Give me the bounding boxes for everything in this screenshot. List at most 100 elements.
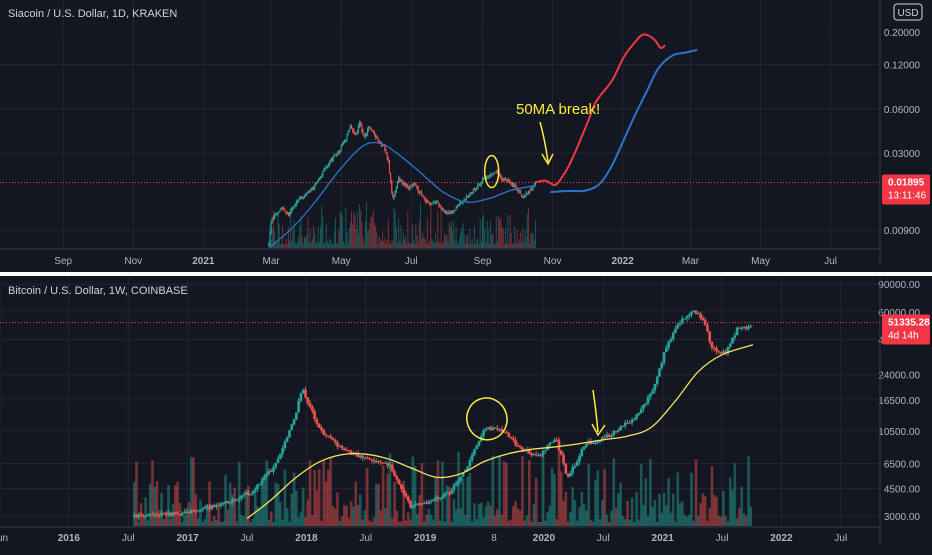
volume-bar bbox=[318, 242, 320, 248]
volume-bar bbox=[480, 502, 483, 526]
price-tick-label: 0.03000 bbox=[884, 149, 921, 160]
candle-body bbox=[433, 202, 435, 204]
volume-bar bbox=[450, 221, 452, 248]
volume-bar bbox=[375, 225, 377, 248]
volume-bar bbox=[332, 243, 334, 248]
volume-bar bbox=[365, 202, 367, 248]
volume-bar bbox=[304, 517, 307, 526]
candle-body bbox=[505, 432, 508, 434]
bitcoin-price-axis[interactable]: 90000.0060000.0040000.0024000.0016500.00… bbox=[878, 277, 930, 544]
candle-body bbox=[522, 196, 524, 198]
siacoin-candles bbox=[268, 120, 536, 247]
volume-bar bbox=[400, 225, 402, 248]
volume-bar bbox=[658, 493, 661, 526]
time-tick-label: Nov bbox=[544, 256, 562, 267]
candle-body bbox=[272, 467, 275, 472]
volume-bar bbox=[427, 508, 431, 526]
candle-body bbox=[487, 177, 489, 179]
volume-bar bbox=[263, 481, 266, 526]
volume-bar bbox=[662, 492, 666, 526]
candle-body bbox=[269, 470, 273, 472]
last-price-label: 0.01895 bbox=[888, 178, 925, 189]
candle-body bbox=[715, 348, 718, 352]
candle-body bbox=[330, 158, 332, 163]
volume-bar bbox=[442, 242, 444, 248]
volume-bar bbox=[492, 233, 494, 248]
volume-bar bbox=[336, 492, 339, 526]
candle-body bbox=[687, 314, 691, 317]
candle-body bbox=[317, 180, 319, 183]
volume-bar bbox=[491, 234, 493, 248]
candle-body bbox=[297, 400, 300, 413]
candle-body bbox=[395, 187, 397, 191]
candle-body bbox=[532, 186, 534, 189]
candle-body bbox=[749, 325, 753, 327]
volume-bar bbox=[465, 236, 467, 248]
annotation-arrow-head bbox=[541, 153, 554, 166]
candle-body bbox=[355, 133, 357, 135]
siacoin-price-axis[interactable]: 0.20000 0.12000 0.06000 0.03000 0.00900 0.018… bbox=[879, 0, 930, 266]
siacoin-time-axis[interactable]: Sep Nov 2021 Mar May Jul Sep Nov 2022 Mar May Jul bbox=[0, 248, 880, 267]
volume-bar bbox=[446, 234, 448, 248]
volume-bar bbox=[436, 243, 438, 248]
volume-bar bbox=[523, 520, 527, 526]
volume-bar bbox=[393, 482, 396, 526]
candle-body bbox=[459, 476, 463, 481]
candle-body bbox=[701, 317, 705, 320]
volume-bar bbox=[402, 232, 404, 248]
volume-bar bbox=[510, 233, 512, 248]
time-tick-label: Sep bbox=[474, 256, 492, 267]
candle-body bbox=[364, 134, 366, 137]
volume-bar bbox=[478, 243, 480, 248]
candle-body bbox=[418, 191, 420, 193]
candle-body bbox=[662, 352, 666, 363]
volume-bar bbox=[272, 521, 275, 526]
volume-bar bbox=[506, 242, 508, 248]
candle-body bbox=[329, 162, 331, 165]
candle-body bbox=[303, 195, 305, 198]
candle-body bbox=[476, 187, 478, 191]
candle-body bbox=[315, 182, 317, 186]
volume-bar bbox=[360, 210, 362, 248]
volume-bar bbox=[566, 521, 570, 526]
candle-body bbox=[208, 506, 211, 510]
candle-body bbox=[411, 185, 413, 187]
candle-body bbox=[443, 493, 447, 497]
volume-bar bbox=[439, 242, 441, 248]
candle-body bbox=[493, 172, 495, 175]
volume-bar bbox=[432, 519, 435, 526]
volume-bar bbox=[381, 464, 385, 526]
candle-body bbox=[519, 191, 521, 194]
volume-bar bbox=[484, 506, 488, 526]
volume-bar bbox=[562, 500, 565, 526]
volume-bar bbox=[452, 498, 456, 526]
volume-bar bbox=[605, 514, 609, 526]
time-tick-label: 2020 bbox=[533, 533, 556, 544]
candle-body bbox=[499, 174, 501, 176]
volume-bar bbox=[148, 483, 152, 526]
candle-body bbox=[477, 184, 479, 188]
candle-body bbox=[635, 414, 638, 419]
candle-body bbox=[495, 170, 497, 173]
candle-body bbox=[644, 403, 648, 405]
candle-body bbox=[521, 447, 524, 451]
bitcoin-time-axis[interactable]: Jun 2016 Jul 2017 Jul 2018 Jul 2019 8 2020 Jul 2021… bbox=[0, 526, 880, 544]
volume-bar bbox=[461, 228, 463, 248]
candle-body bbox=[437, 201, 439, 203]
pane-separator[interactable] bbox=[0, 272, 932, 276]
volume-bar bbox=[448, 222, 450, 248]
time-tick-label: Jul bbox=[359, 533, 372, 544]
candle-body bbox=[247, 492, 250, 496]
candle-body bbox=[532, 454, 536, 456]
candle-body bbox=[276, 458, 280, 463]
currency-badge[interactable] bbox=[893, 3, 923, 21]
annotation-text: 50MA break! bbox=[516, 101, 600, 118]
candle-body bbox=[524, 195, 526, 197]
candle-body bbox=[268, 243, 270, 245]
candle-body bbox=[196, 510, 200, 512]
volume-bar bbox=[376, 231, 378, 248]
candle-body bbox=[256, 484, 259, 490]
volume-bar bbox=[476, 240, 478, 248]
volume-bar bbox=[585, 510, 588, 526]
candle-body bbox=[292, 419, 296, 425]
